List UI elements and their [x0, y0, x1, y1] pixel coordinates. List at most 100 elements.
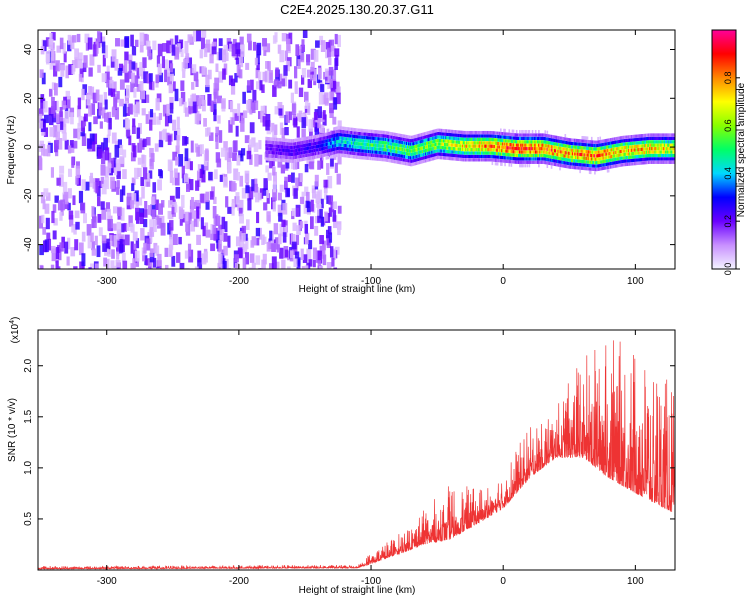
spectrogram-ridge-cell — [567, 161, 570, 166]
spectrogram-ridge-cell — [440, 135, 443, 139]
spectrogram-ridge-cell — [498, 131, 501, 135]
spectrogram-ridge-cell — [359, 142, 362, 146]
spectrogram-ridge-cell — [609, 144, 612, 149]
spectrogram-ridge-cell — [317, 134, 319, 138]
spectrogram-ridge-cell — [471, 141, 474, 145]
spectrogram-ridge-cell — [644, 133, 647, 137]
spectrogram-ridge-cell — [358, 138, 360, 143]
spectrogram-ridge-cell — [542, 147, 544, 151]
spectrogram-ridge-cell — [463, 151, 465, 155]
spectrogram-ridge-cell — [387, 152, 390, 156]
spectrogram-cell — [169, 73, 174, 82]
spectrogram-cell — [98, 102, 103, 116]
spectrogram-ridge-cell — [327, 128, 330, 132]
spectrogram-ridge-cell — [401, 154, 404, 158]
spectrogram-ridge-cell — [404, 141, 407, 145]
spectrogram-ridge-cell — [357, 155, 359, 159]
spectrogram-ridge-cell — [458, 147, 461, 151]
spectrogram-cell — [231, 183, 237, 191]
spectrogram-ridge-cell — [373, 143, 375, 147]
spectrogram-ridge-cell — [442, 129, 445, 133]
spectrogram-ridge-cell — [544, 150, 547, 154]
spectrogram-ridge-cell — [482, 134, 484, 138]
spectrogram-ridge-cell — [446, 156, 448, 160]
spectrogram-ridge-cell — [346, 144, 349, 148]
spectrogram-cell — [255, 67, 260, 79]
spectrogram-ridge-cell — [608, 165, 611, 169]
spectrogram-ridge-cell — [558, 160, 560, 164]
spectrogram-ridge-cell — [516, 153, 519, 158]
spectrogram-ridge-cell — [287, 159, 290, 163]
spectrogram-cell — [328, 66, 334, 76]
spectrogram-ridge-cell — [449, 150, 451, 154]
spectrogram-ridge-cell — [669, 160, 671, 164]
spectrogram-ridge-cell — [566, 148, 569, 152]
spectrogram-cell — [296, 225, 301, 236]
spectrogram-ridge-cell — [639, 147, 642, 152]
spectrogram-ridge-cell — [672, 133, 674, 137]
spectrogram-ridge-cell — [399, 150, 402, 155]
spectrogram-ridge-cell — [408, 135, 410, 139]
spectrogram-ridge-cell — [497, 152, 500, 156]
spectrogram-ridge-cell — [489, 158, 492, 162]
spectrogram-ridge-cell — [547, 154, 550, 158]
spectrogram-ridge-cell — [522, 133, 524, 137]
spectrogram-ridge-cell — [673, 140, 675, 144]
spectrogram-ridge-cell — [358, 135, 360, 139]
spectrogram-ridge-cell — [646, 136, 649, 141]
spectrogram-ridge-cell — [557, 149, 559, 153]
spectrogram-cell — [159, 215, 165, 228]
spectrogram-cell — [61, 100, 66, 110]
spectrogram-ridge-cell — [666, 136, 668, 141]
spectrogram-ridge-cell — [352, 138, 354, 142]
spectrogram-ridge-cell — [483, 158, 485, 162]
spectrogram-ridge-cell — [398, 160, 401, 165]
spectrogram-ridge-cell — [313, 138, 316, 142]
spectrogram-ridge-cell — [430, 137, 432, 141]
spectrogram-cell — [294, 251, 300, 259]
spectrogram-cell — [199, 144, 204, 155]
spectrogram-ridge-cell — [655, 140, 658, 144]
spectrogram-cell — [40, 98, 46, 109]
spectrogram-cell — [214, 77, 220, 91]
spectrogram-ridge-cell — [419, 147, 422, 151]
spectrogram-ridge-cell — [542, 133, 544, 137]
spectrogram-cell — [241, 225, 247, 236]
spectrogram-ridge-cell — [515, 133, 518, 137]
spectrogram-ridge-cell — [530, 157, 533, 161]
spectrogram-cell — [320, 216, 324, 227]
spectrogram-ridge-cell — [377, 154, 379, 158]
spectrogram-cell — [128, 215, 133, 227]
spectrogram-ridge-cell — [623, 142, 626, 146]
spectrogram-ridge-cell — [497, 135, 500, 139]
spectrogram-ridge-cell — [511, 156, 514, 161]
spectrogram-cell — [231, 202, 235, 216]
spectrogram-ridge-cell — [496, 145, 499, 149]
spectrogram-ridge-cell — [342, 133, 345, 137]
spectrogram-cell — [125, 119, 131, 130]
spectrogram-ridge-cell — [486, 151, 488, 155]
spectrogram-cell — [215, 136, 219, 150]
spectrogram-ridge-cell — [435, 132, 438, 136]
spectrogram-cell — [300, 248, 304, 261]
spectrogram-ridge-cell — [626, 155, 629, 160]
spectrogram-ridge-cell — [555, 135, 557, 139]
spectrogram-ridge-cell — [291, 142, 294, 146]
spectrogram-ridge-cell — [417, 133, 420, 138]
colorbar: 0.00.20.40.60.8 Normalized spectral ampl… — [711, 29, 747, 275]
spectrogram-ridge-cell — [277, 151, 280, 155]
spectrogram-ridge-cell — [448, 136, 450, 140]
spectrogram-ridge-cell — [400, 144, 403, 148]
spectrogram-cell — [107, 249, 111, 257]
spectrogram-ridge-cell — [662, 160, 665, 164]
spectrogram-cell — [212, 205, 217, 219]
spectrogram-ridge-cell — [661, 133, 664, 137]
spectrogram-ridge-cell — [551, 135, 554, 139]
spectrogram-cell — [64, 241, 69, 254]
spectrogram-ridge-cell — [389, 159, 391, 163]
spectrogram-cell — [80, 127, 85, 137]
spectrogram-ridge-cell — [477, 134, 480, 138]
spectrogram-ridge-cell — [362, 156, 365, 160]
spectrogram-cell — [299, 196, 305, 204]
spectrogram-ridge-cell — [387, 141, 390, 146]
